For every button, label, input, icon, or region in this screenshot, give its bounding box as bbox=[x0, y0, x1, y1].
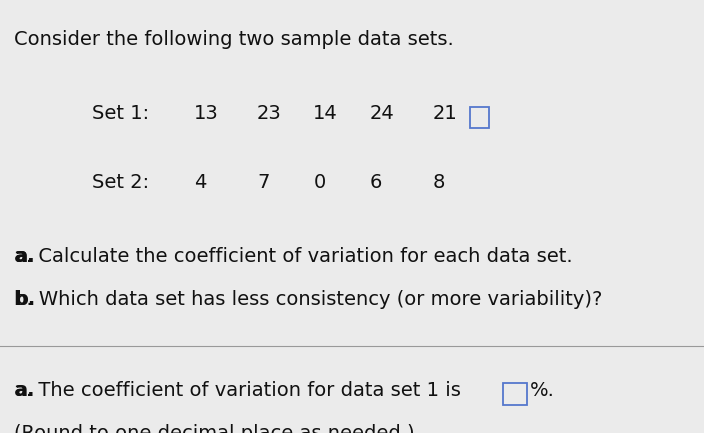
Text: a. The coefficient of variation for data set 1 is: a. The coefficient of variation for data… bbox=[14, 381, 461, 400]
FancyBboxPatch shape bbox=[503, 383, 527, 405]
Text: (Round to one decimal place as needed.): (Round to one decimal place as needed.) bbox=[14, 424, 415, 433]
Text: %.: %. bbox=[530, 381, 555, 400]
Text: 13: 13 bbox=[194, 104, 218, 123]
Text: Set 1:: Set 1: bbox=[92, 104, 149, 123]
Text: a.: a. bbox=[14, 381, 34, 400]
Text: 8: 8 bbox=[433, 173, 446, 192]
Text: Consider the following two sample data sets.: Consider the following two sample data s… bbox=[14, 30, 454, 49]
Text: b.: b. bbox=[14, 290, 35, 309]
Text: 23: 23 bbox=[257, 104, 282, 123]
Text: Set 2:: Set 2: bbox=[92, 173, 149, 192]
Text: 24: 24 bbox=[370, 104, 394, 123]
Text: a. Calculate the coefficient of variation for each data set.: a. Calculate the coefficient of variatio… bbox=[14, 247, 573, 266]
Text: b. Which data set has less consistency (or more variability)?: b. Which data set has less consistency (… bbox=[14, 290, 603, 309]
Text: 21: 21 bbox=[433, 104, 458, 123]
Text: 6: 6 bbox=[370, 173, 382, 192]
Text: a.: a. bbox=[14, 247, 34, 266]
Text: a.: a. bbox=[14, 247, 34, 266]
FancyBboxPatch shape bbox=[470, 107, 489, 128]
Text: 7: 7 bbox=[257, 173, 270, 192]
Text: 0: 0 bbox=[313, 173, 325, 192]
Text: 4: 4 bbox=[194, 173, 206, 192]
Text: 14: 14 bbox=[313, 104, 338, 123]
